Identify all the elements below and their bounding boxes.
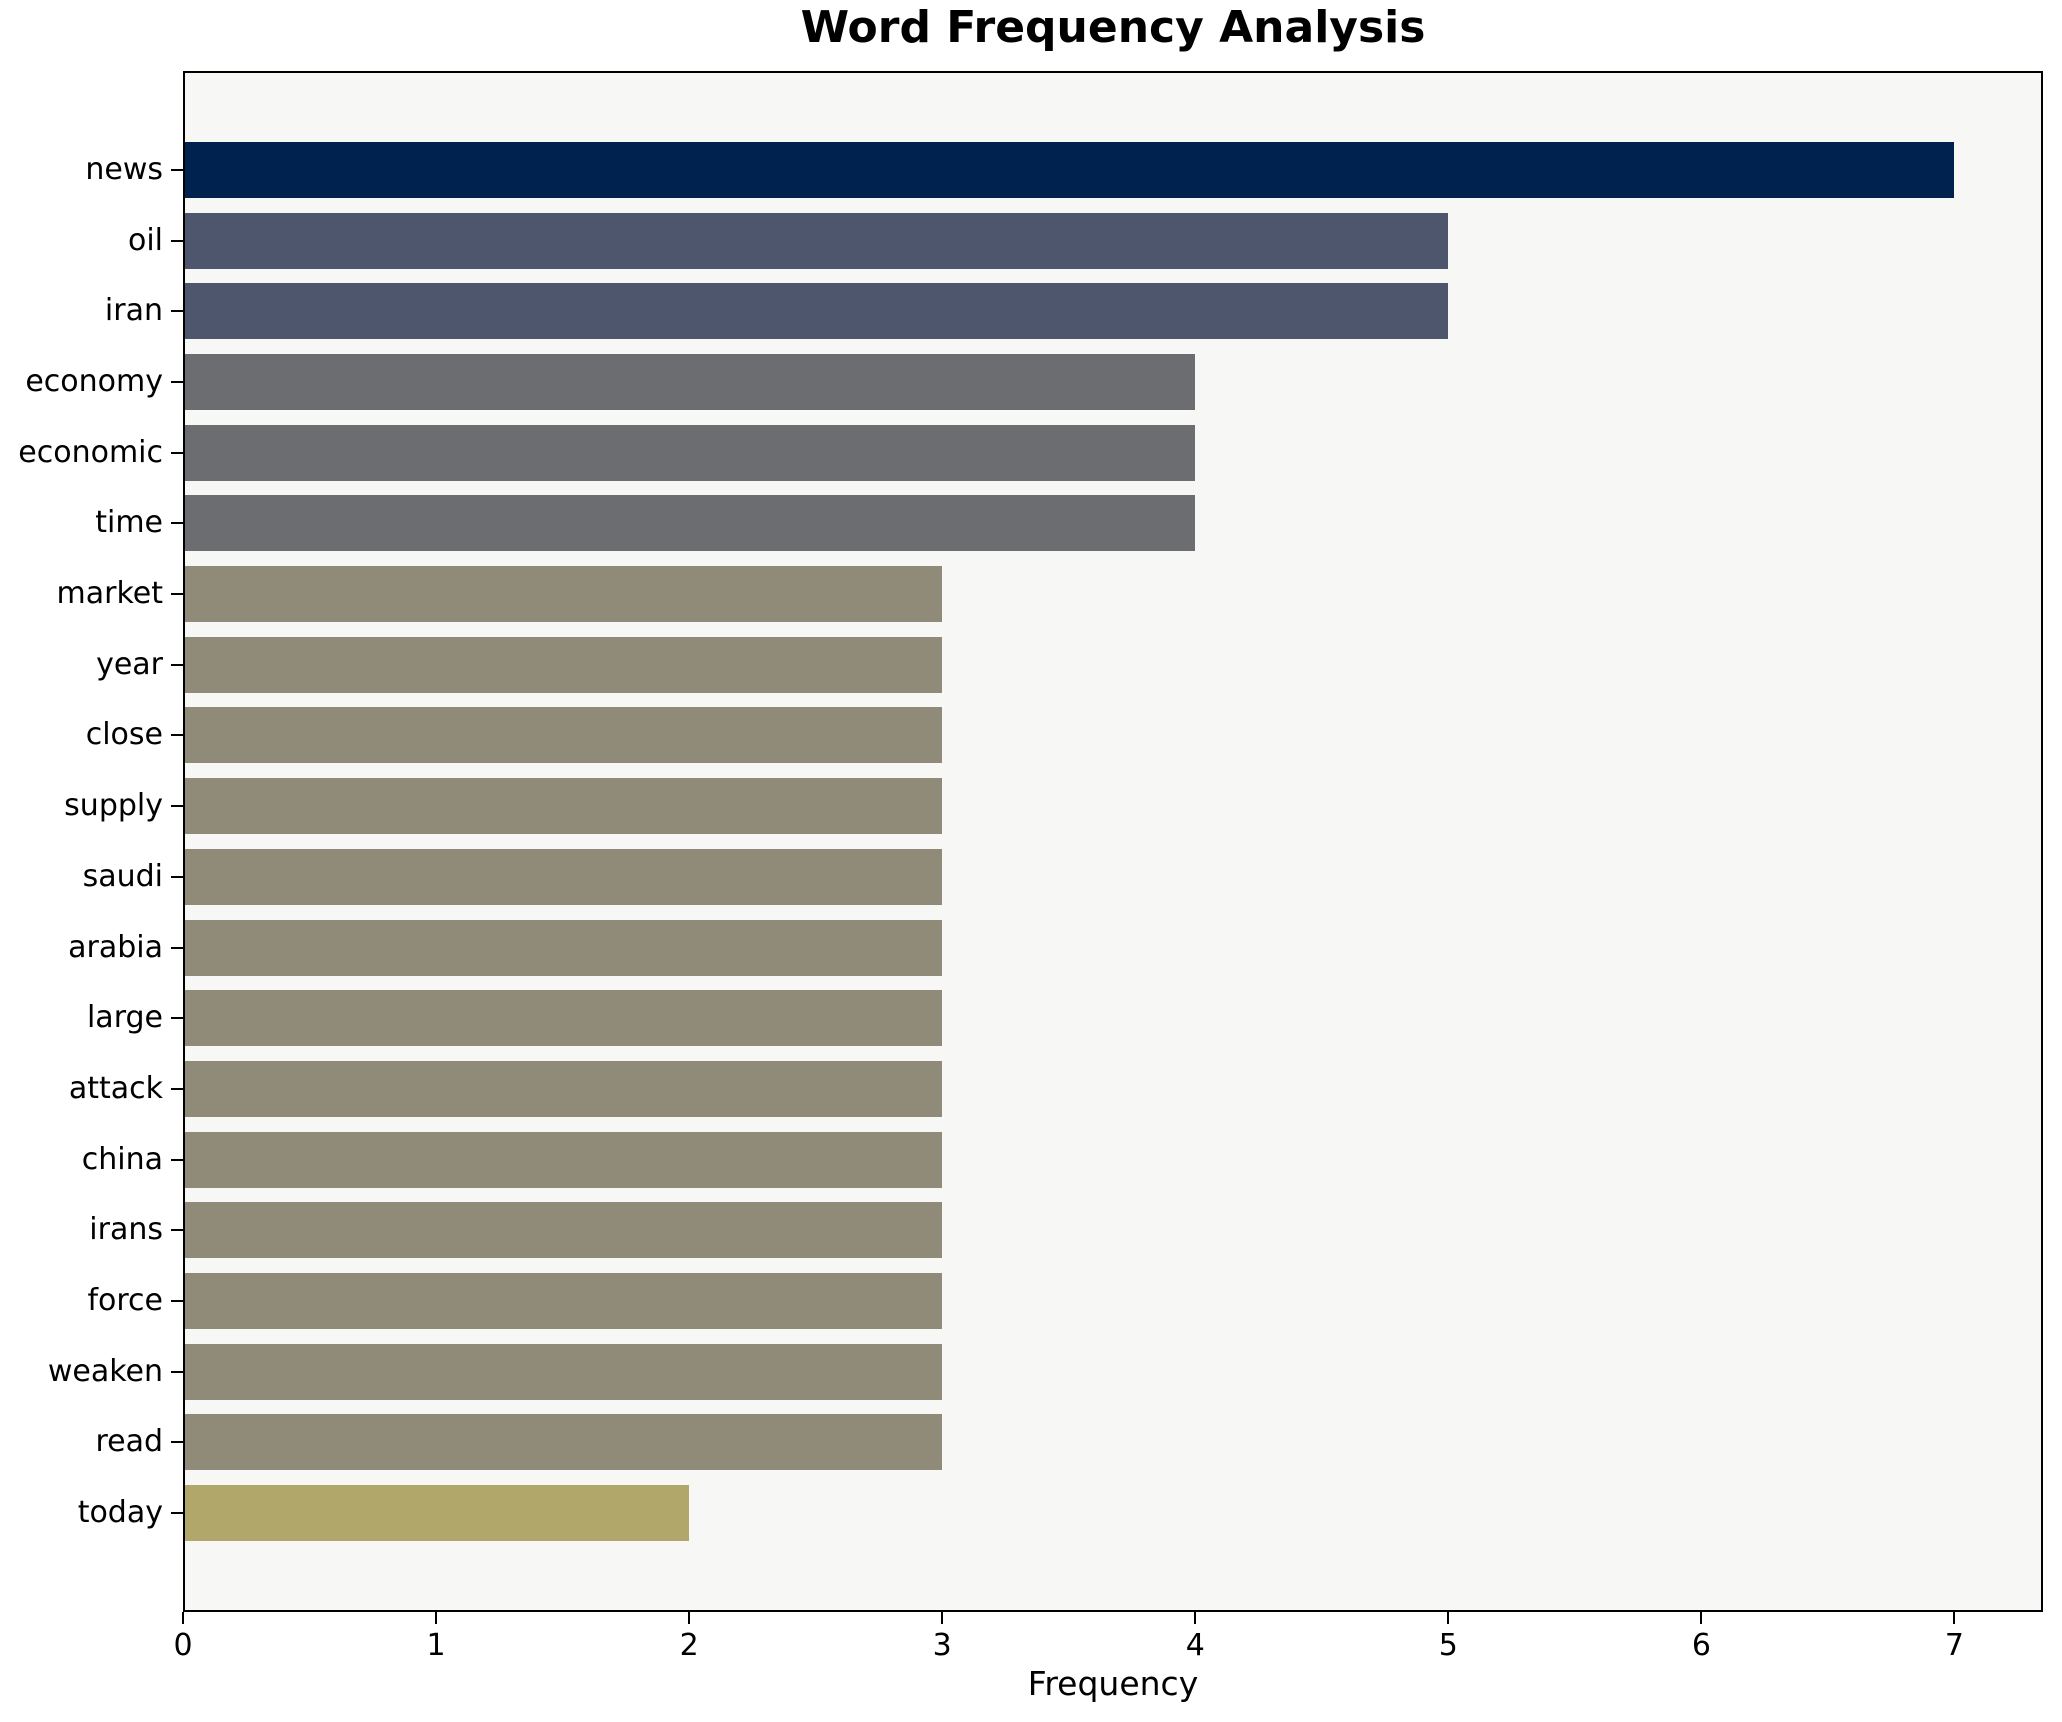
bar-time: [185, 495, 1196, 552]
bar-force: [185, 1272, 943, 1329]
y-tick-mark: [171, 169, 183, 171]
x-tick-label-3: 3: [932, 1628, 952, 1663]
y-tick-label-economy: economy: [25, 364, 163, 400]
bar-read: [185, 1414, 943, 1471]
y-tick-mark: [171, 451, 183, 454]
y-tick-mark: [171, 1299, 183, 1302]
y-tick-mark: [171, 805, 183, 808]
y-tick-mark: [171, 1158, 183, 1161]
x-tick-label-0: 0: [173, 1628, 193, 1663]
x-axis-title: Frequency: [1027, 1664, 1199, 1703]
bar-economy: [185, 354, 1196, 411]
y-tick-mark: [171, 946, 183, 949]
y-tick-label-saudi: saudi: [82, 858, 163, 894]
bar-close: [185, 707, 943, 764]
bar-today: [185, 1485, 690, 1541]
x-tick-label-6: 6: [1691, 1628, 1711, 1663]
x-tick-mark: [688, 1612, 691, 1624]
x-tick-mark: [1447, 1612, 1450, 1624]
x-tick-mark: [1700, 1612, 1703, 1624]
bar-arabia: [185, 919, 943, 976]
y-tick-label-read: read: [95, 1424, 163, 1460]
y-tick-mark: [171, 663, 183, 666]
y-tick-mark: [171, 1512, 183, 1514]
bar-supply: [185, 778, 943, 835]
bar-weaken: [185, 1343, 943, 1400]
bar-year: [185, 636, 943, 693]
bar-market: [185, 566, 943, 623]
y-tick-mark: [171, 1017, 183, 1020]
x-tick-mark: [182, 1612, 184, 1624]
y-tick-label-china: china: [81, 1141, 163, 1177]
x-tick-label-5: 5: [1438, 1628, 1458, 1663]
x-tick-label-1: 1: [426, 1628, 446, 1663]
bar-china: [185, 1131, 943, 1188]
y-tick-mark: [171, 734, 183, 737]
y-tick-label-large: large: [86, 1000, 163, 1036]
y-tick-label-today: today: [77, 1495, 163, 1530]
chart-title: Word Frequency Analysis: [800, 2, 1426, 53]
x-tick-label-4: 4: [1185, 1628, 1205, 1663]
bar-economic: [185, 424, 1196, 481]
x-tick-mark: [1194, 1612, 1197, 1624]
y-tick-mark: [171, 875, 183, 878]
y-tick-label-close: close: [85, 717, 163, 753]
x-tick-mark: [941, 1612, 944, 1624]
x-tick-mark: [435, 1612, 438, 1624]
y-tick-label-irans: irans: [89, 1212, 163, 1248]
bar-iran: [185, 283, 1449, 340]
bar-irans: [185, 1202, 943, 1259]
y-tick-mark: [171, 522, 183, 525]
y-tick-label-time: time: [95, 505, 163, 541]
y-tick-label-arabia: arabia: [68, 929, 163, 965]
y-tick-label-market: market: [56, 576, 163, 612]
y-tick-label-oil: oil: [127, 222, 163, 258]
bar-large: [185, 990, 943, 1047]
y-tick-mark: [171, 1370, 183, 1373]
y-tick-label-weaken: weaken: [47, 1353, 163, 1389]
y-tick-label-supply: supply: [64, 788, 163, 824]
y-tick-label-force: force: [87, 1282, 163, 1318]
y-tick-label-economic: economic: [18, 434, 163, 470]
bar-saudi: [185, 848, 943, 905]
y-tick-mark: [171, 1441, 183, 1444]
y-tick-mark: [171, 381, 183, 384]
bar-attack: [185, 1060, 943, 1117]
x-tick-label-2: 2: [679, 1628, 699, 1663]
y-tick-label-news: news: [85, 152, 163, 187]
y-tick-label-attack: attack: [68, 1070, 163, 1106]
bar-oil: [185, 212, 1449, 269]
x-tick-label-7: 7: [1944, 1628, 1964, 1663]
y-tick-label-iran: iran: [104, 293, 163, 329]
y-tick-label-year: year: [96, 646, 163, 682]
y-tick-mark: [171, 239, 183, 242]
y-tick-mark: [171, 1087, 183, 1090]
x-tick-mark: [1953, 1612, 1956, 1624]
bar-news: [185, 142, 1955, 198]
y-tick-mark: [171, 593, 183, 596]
y-tick-mark: [171, 310, 183, 313]
y-tick-mark: [171, 1229, 183, 1232]
